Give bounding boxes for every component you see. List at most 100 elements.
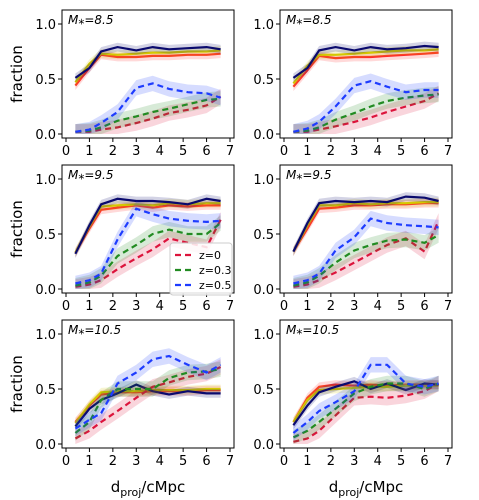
dashed-band-z0 (293, 213, 439, 289)
x-tick-label: 3 (350, 454, 358, 469)
y-tick-label: 1.0 (253, 173, 274, 188)
x-tick-label: 0 (280, 299, 288, 314)
dashed-band-z05 (75, 348, 221, 437)
y-tick-label: 1.0 (35, 18, 56, 33)
x-tick-label: 7 (226, 299, 234, 314)
x-tick-label: 7 (444, 144, 452, 159)
x-tick-label: 1 (85, 454, 93, 469)
y-axis-labels: fraction fraction fraction (8, 45, 26, 413)
panel-frame (61, 9, 235, 139)
dashed-line-z03 (75, 97, 221, 133)
y-tick-label: 0.0 (35, 128, 56, 143)
panel-1-1: 0.0 0.5 1.0 0 1 2 3 4 5 6 7 M⁎=9.5 (253, 164, 453, 314)
panel-frame (279, 9, 453, 139)
x-tick-label: 4 (374, 454, 382, 469)
y-tick-label: 0.0 (253, 438, 274, 453)
y-tick-label: 0.0 (253, 128, 274, 143)
y-axis-label: fraction (8, 45, 26, 103)
x-axis-label: dproj/cMpc (111, 478, 186, 499)
solid-band-navy (293, 41, 439, 83)
solid-band-red (75, 201, 221, 258)
solid-line-navy (292, 195, 439, 253)
y-tick-label: 0.0 (35, 438, 56, 453)
dashed-line-z03 (293, 234, 440, 287)
panel-0-0: 0.0 0.5 1.0 0 1 2 3 4 5 6 7 M⁎=8.5 (35, 9, 235, 159)
x-tick-label: 6 (420, 454, 428, 469)
x-tick-label: 5 (397, 299, 405, 314)
panel-frame (279, 164, 453, 294)
y-axis-label: fraction (8, 355, 26, 413)
panel-1-0: 0.0 0.5 1.0 0 1 2 3 4 5 6 7 M⁎=9.5 (35, 164, 235, 314)
dashed-band-z05 (75, 201, 221, 289)
dashed-line-z0 (293, 382, 440, 443)
dashed-band-z0 (293, 85, 439, 134)
solid-line-navy (74, 197, 221, 255)
dashed-band-z05 (75, 75, 221, 134)
y-tick-label: 0.5 (35, 383, 56, 398)
panel-annotation: M⁎=10.5 (68, 323, 121, 337)
solid-band-navy (75, 42, 221, 83)
dashed-band-z0 (75, 88, 221, 134)
dashed-band-z05 (293, 73, 439, 134)
x-tick-label: 0 (62, 299, 70, 314)
x-tick-label: 3 (132, 299, 140, 314)
x-tick-label: 6 (202, 454, 210, 469)
x-tick-label: 3 (132, 454, 140, 469)
solid-line-red (292, 51, 439, 88)
y-tick-label: 0.5 (253, 73, 274, 88)
x-tick-label: 2 (327, 454, 335, 469)
solid-line-yellow (292, 201, 439, 253)
dashed-band-z05 (293, 210, 439, 289)
x-tick-label: 6 (202, 299, 210, 314)
panel-2-0: 0.0 0.5 1.0 0 1 2 3 4 5 6 7 M⁎=10.5 (35, 319, 235, 469)
x-axis-label: dproj/cMpc (329, 478, 404, 499)
solid-band-yellow (75, 46, 221, 87)
solid-band-yellow (293, 197, 439, 256)
x-tick-label: 1 (303, 144, 311, 159)
solid-line-navy (292, 44, 439, 79)
panel-2-1: 0.0 0.5 1.0 0 1 2 3 4 5 6 7 M⁎=10.5 (253, 319, 453, 469)
x-tick-label: 5 (179, 454, 187, 469)
x-tick-label: 2 (109, 144, 117, 159)
x-tick-label: 6 (420, 144, 428, 159)
x-tick-label: 0 (280, 454, 288, 469)
x-tick-label: 1 (303, 454, 311, 469)
solid-line-yellow (74, 387, 221, 424)
panel-0-1: 0.0 0.5 1.0 0 1 2 3 4 5 6 7 M⁎=8.5 (253, 9, 453, 159)
legend: z=0 z=0.3 z=0.5 (169, 242, 233, 296)
dashed-line-z0 (74, 366, 222, 440)
solid-band-navy (293, 376, 439, 430)
dashed-line-z0 (293, 92, 440, 133)
y-tick-label: 1.0 (35, 173, 56, 188)
x-tick-label: 3 (350, 144, 358, 159)
x-axis-labels: dproj/cMpc dproj/cMpc (111, 478, 404, 499)
x-tick-label: 2 (327, 299, 335, 314)
solid-line-red (74, 204, 221, 254)
y-tick-label: 0.5 (35, 228, 56, 243)
y-tick-label: 0.5 (35, 73, 56, 88)
x-tick-label: 0 (62, 144, 70, 159)
x-tick-label: 7 (444, 454, 452, 469)
solid-band-yellow (75, 198, 221, 258)
x-tick-label: 1 (85, 299, 93, 314)
dashed-line-z05 (75, 82, 221, 133)
dashed-band-z03 (293, 375, 439, 444)
panel-frame (61, 319, 235, 449)
panel-annotation: M⁎=10.5 (286, 323, 339, 337)
dashed-line-z05 (293, 217, 439, 285)
dashed-band-z0 (75, 212, 221, 289)
y-tick-label: 0.5 (253, 383, 274, 398)
y-tick-label: 1.0 (35, 328, 56, 343)
dashed-line-z05 (293, 80, 439, 133)
y-tick-label: 0.0 (253, 283, 274, 298)
y-tick-label: 1.0 (253, 328, 274, 343)
dashed-band-z03 (75, 215, 221, 289)
dashed-line-z05 (75, 207, 221, 285)
x-tick-label: 1 (303, 299, 311, 314)
x-tick-label: 5 (397, 454, 405, 469)
x-tick-label: 2 (327, 144, 335, 159)
dashed-line-z03 (75, 222, 222, 287)
dashed-line-z03 (293, 93, 439, 133)
legend-label: z=0 (199, 249, 221, 262)
solid-band-red (75, 49, 221, 90)
